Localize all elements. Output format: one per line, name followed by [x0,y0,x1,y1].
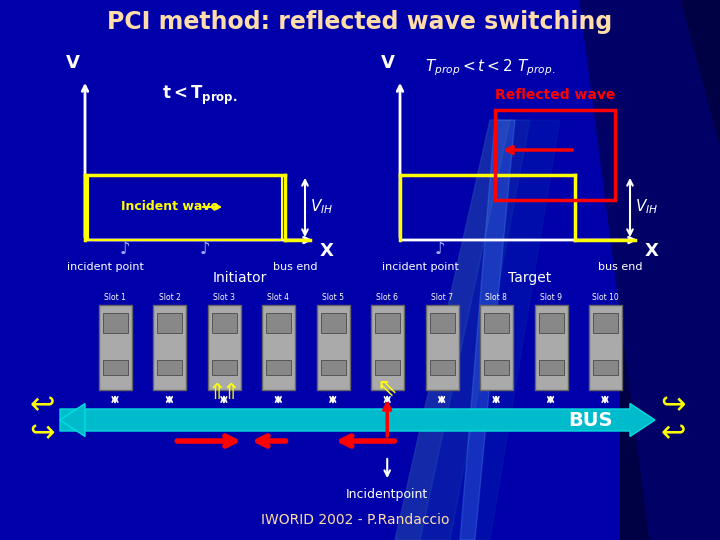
FancyArrow shape [60,403,85,436]
Text: Target: Target [508,271,552,285]
Bar [212,313,237,333]
Text: ↩: ↩ [660,420,685,449]
Bar [158,360,182,375]
Text: ↩: ↩ [30,392,55,421]
Bar [593,313,618,333]
Bar [212,360,237,375]
Bar [262,305,295,390]
Bar [593,360,618,375]
Bar [266,313,292,333]
Text: Slot 5: Slot 5 [322,293,343,302]
Text: Slot 9: Slot 9 [539,293,562,302]
Text: ⇑: ⇑ [222,383,240,403]
Bar [153,305,186,390]
Bar [426,305,459,390]
Text: X: X [320,242,334,260]
Text: Slot 8: Slot 8 [485,293,507,302]
Bar [372,305,404,390]
Text: Slot 2: Slot 2 [158,293,181,302]
Text: Initiator: Initiator [213,271,267,285]
Bar [103,360,128,375]
Bar [430,313,454,333]
Text: Slot 7: Slot 7 [431,293,453,302]
Text: Incident wave: Incident wave [121,200,219,213]
Text: $\mathbf{t < T_{prop.}}$: $\mathbf{t < T_{prop.}}$ [162,83,238,106]
Polygon shape [420,120,530,540]
Bar [534,305,567,390]
Text: bus end: bus end [273,262,318,272]
Bar [375,313,400,333]
Text: V: V [66,54,80,72]
Polygon shape [450,120,560,540]
Text: V: V [381,54,395,72]
Bar [589,305,622,390]
Bar [375,360,400,375]
Bar [103,313,128,333]
Bar [99,305,132,390]
Polygon shape [620,0,720,540]
Bar [484,313,509,333]
Bar [317,305,350,390]
Text: ⇑: ⇑ [207,383,226,403]
Text: $V_{IH}$: $V_{IH}$ [310,198,333,217]
Text: Slot 3: Slot 3 [213,293,235,302]
Text: incident point: incident point [66,262,143,272]
Text: $T_{prop}<t <2\ T_{prop.}$: $T_{prop}<t <2\ T_{prop.}$ [425,58,555,78]
FancyArrow shape [60,403,655,436]
Bar [430,360,454,375]
Text: $V_{IH}$: $V_{IH}$ [635,198,658,217]
Bar [208,305,241,390]
Bar [321,360,346,375]
Text: ♪: ♪ [435,240,445,258]
Text: Slot 4: Slot 4 [267,293,289,302]
Polygon shape [395,120,510,540]
Bar [266,360,292,375]
Text: IWORID 2002 - P.Randaccio: IWORID 2002 - P.Randaccio [261,513,449,527]
Bar [495,110,615,200]
Text: ↪: ↪ [30,420,55,449]
Text: incident point: incident point [382,262,459,272]
Text: ↪: ↪ [660,392,685,421]
Text: X: X [645,242,659,260]
Text: Incidentpoint: Incidentpoint [346,488,428,501]
Bar [539,313,564,333]
Bar [484,360,509,375]
Bar [158,313,182,333]
Text: Slot 10: Slot 10 [592,293,618,302]
Text: PCI method: reflected wave switching: PCI method: reflected wave switching [107,10,613,34]
Text: BUS: BUS [568,410,612,429]
Polygon shape [580,0,720,540]
Bar [480,305,513,390]
Polygon shape [460,120,515,540]
Bar [539,360,564,375]
Text: ♪: ♪ [120,240,130,258]
Bar [321,313,346,333]
Text: Slot 1: Slot 1 [104,293,126,302]
Text: Reflected wave: Reflected wave [495,88,615,102]
Text: Slot 6: Slot 6 [377,293,398,302]
Text: bus end: bus end [598,262,642,272]
Text: ♪: ♪ [199,240,210,258]
Text: ⇖: ⇖ [377,377,397,401]
